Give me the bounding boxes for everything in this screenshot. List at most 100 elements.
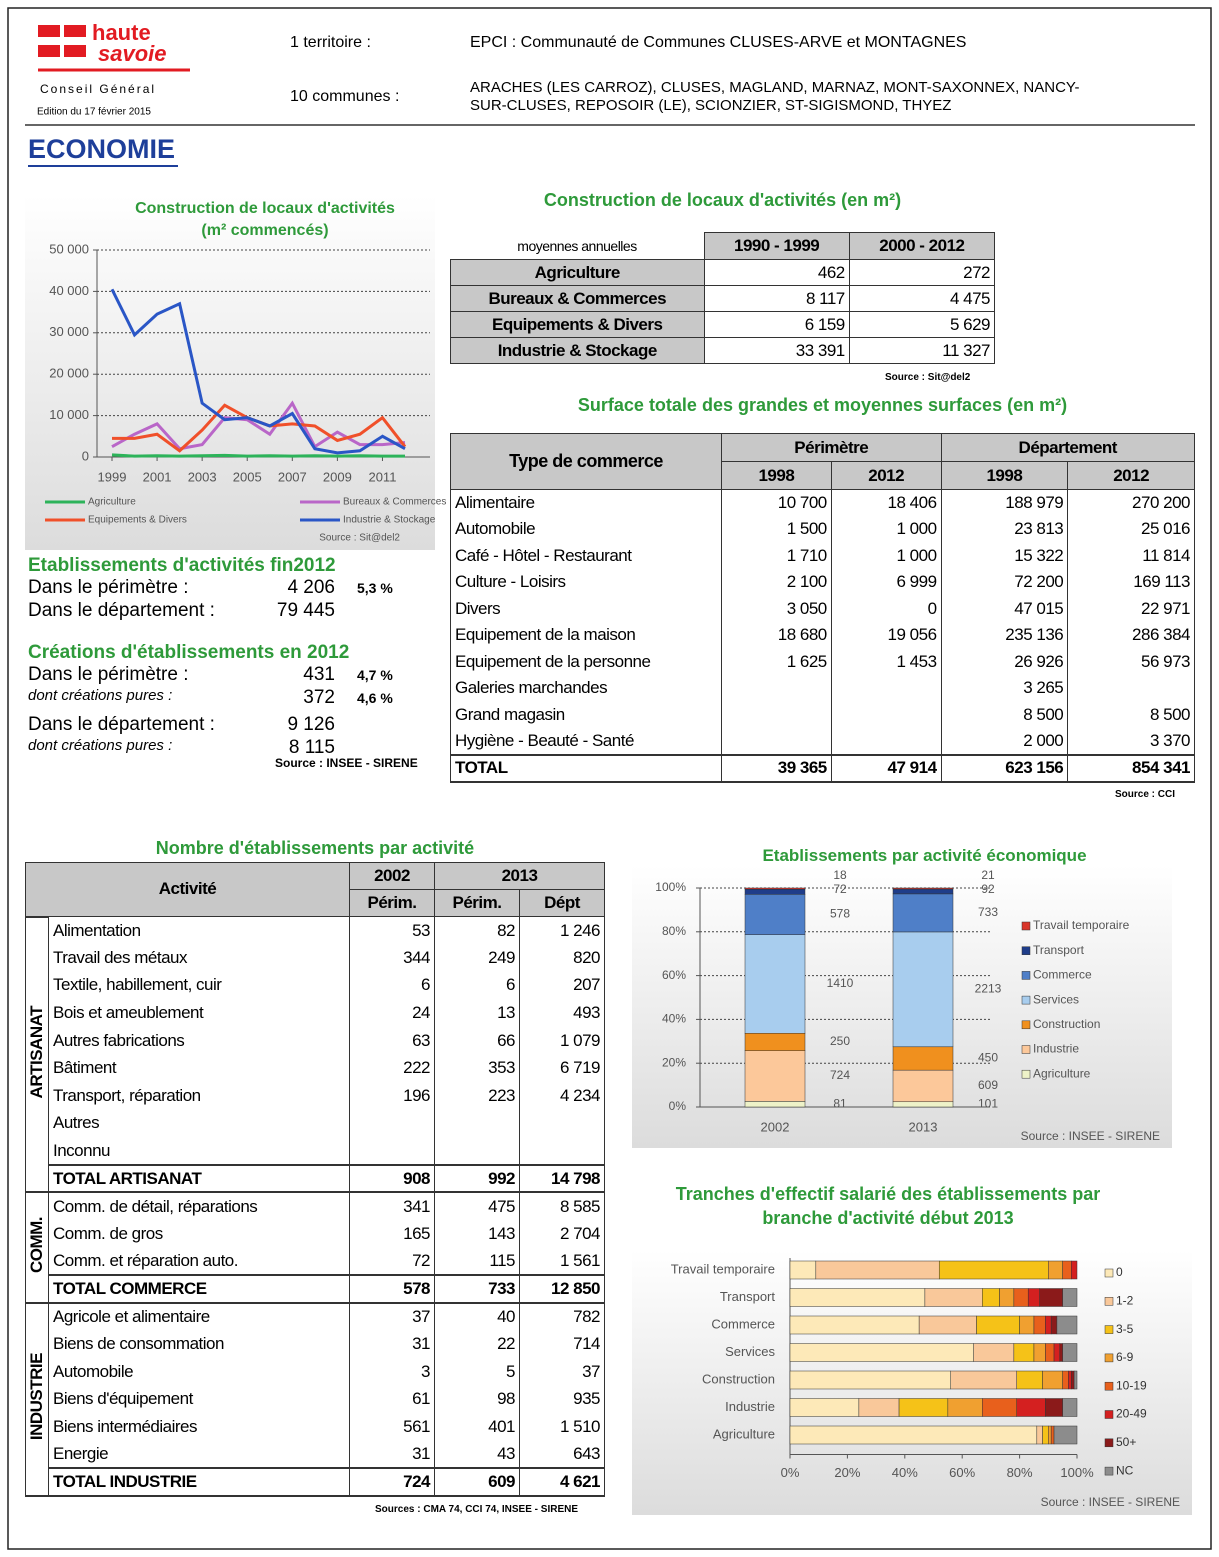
table-cell: 2000 - 2012 [848,232,996,260]
table-cell: TOTAL INDUSTRIE [48,1467,350,1497]
bar-segment [1071,1260,1078,1280]
table-cell: 733 [434,1274,520,1304]
table-cell: 1998 [940,461,1069,490]
table-cell: 475 [434,1192,520,1221]
table-row: Travail des métaux 344 249 820 [26,944,605,972]
table-row: Bureaux & Commerces 8 117 4 475 [450,285,996,312]
table-cell: 37 [349,1302,435,1331]
table-cell: 1 000 [830,542,942,569]
table-cell: 1998 [721,461,832,490]
y-tick-label: 40 000 [49,283,89,298]
bar-segment [744,889,806,895]
label: 1 territoire : [290,34,371,51]
bar-segment [950,1370,1017,1390]
table-title: Surface totale des grandes et moyennes s… [577,395,1068,415]
bar-segment [1062,1288,1078,1307]
value-label: 18 [833,868,847,882]
bar-segment [1013,1288,1029,1307]
bar-segment [892,931,954,1048]
logo-block [64,45,86,57]
table-cell: 5 [434,1358,520,1386]
legend-label: Services [1033,992,1079,1006]
table-cell: 15 322 [940,542,1069,569]
legend-swatch [1104,1325,1114,1334]
legend-label: Agriculture [1033,1066,1091,1080]
table-cell: Travail des métaux [48,944,350,972]
source: Source : Sit@del2 [319,533,400,544]
table-row: ARTISANAT Alimentation 53 82 1 246 [25,915,605,1194]
table-cell: 643 [519,1440,605,1469]
bar-segment [789,1425,1038,1445]
table-cell: 2002 [349,862,435,890]
table-cell: 1 625 [721,648,832,675]
x-tick-label: 2002 [761,1119,790,1134]
value-label: 1410 [827,976,854,990]
bar-segment [1062,1343,1078,1362]
table-cell: 169 113 [1067,569,1195,596]
source: Source : INSEE - SIRENE [1021,1129,1160,1143]
chart-bg [25,195,435,550]
x-tick-label: 2003 [188,469,217,484]
stat-value: 4 206 [287,577,335,598]
table-cell [830,701,942,728]
value-label: 72 [833,882,847,896]
y-tick-label: Commerce [711,1316,775,1331]
table-row: Bois et ameublement 24 13 493 [26,999,605,1027]
value-label: 21 [981,868,995,882]
x-tick-label: 2001 [143,469,172,484]
table-row: Bâtiment 222 353 6 719 [26,1054,605,1083]
logo-text: savoie [98,41,167,66]
stat-label: Dans le département : [28,600,215,621]
legend-swatch [1104,1268,1114,1278]
table-cell: Automobile [48,1358,350,1386]
table-cell: 14 798 [519,1163,605,1194]
logo-block [38,25,60,37]
table-row: Energie 31 43 643 [26,1440,605,1469]
table-cell [349,1109,435,1138]
table-cell: Transport, réparation [48,1082,350,1110]
bar-segment [789,1343,974,1362]
table-cell: Bâtiment [48,1054,350,1083]
legend-swatch [1104,1381,1114,1391]
block-title: Créations d'établissements en 2012 [28,642,350,663]
bar-segment [744,934,806,1034]
x-tick-label: 2011 [368,469,396,484]
legend-label: Transport [1033,943,1085,957]
table-cell: Comm. de détail, réparations [48,1192,350,1221]
bar-segment [1016,1398,1046,1417]
table-row: Comm. de gros 165 143 2 704 [26,1220,605,1248]
stat-label: Dans le département : [28,714,215,735]
stat-value: 8 115 [288,737,335,758]
table-cell: 143 [434,1220,520,1248]
table-cell: Industrie & Stockage [450,337,705,364]
table-cell: Département [940,433,1196,462]
x-tick-label: 2013 [909,1119,938,1134]
table-cell: 26 926 [940,648,1069,675]
table-row: Textile, habillement, cuir 6 6 207 [26,971,605,1000]
table-cell: 270 200 [1067,489,1195,516]
bar-segment [1053,1343,1061,1362]
table-cell: 72 200 [940,569,1069,596]
table-cell [830,675,942,702]
table-cell: 25 016 [1067,516,1195,543]
legend-swatch [1021,1069,1031,1079]
table-cell: Périm. [434,889,520,917]
legend-label: Construction [1033,1017,1100,1031]
table-cell: 222 [349,1054,435,1083]
territoire: EPCI : Communauté de Communes CLUSES-ARV… [470,34,966,51]
table-cell: Textile, habillement, cuir [48,971,350,1000]
x-tick-label: 80% [1007,1465,1033,1480]
legend-label: Agriculture [88,497,136,508]
table-cell: 3 050 [721,595,832,622]
bar-segment [1042,1370,1063,1390]
y-tick-label: 20% [662,1055,686,1069]
edition: Edition du 17 février 2015 [37,107,151,118]
table-row: Comm. et réparation auto. 72 115 1 561 [26,1247,605,1276]
group-cell: INDUSTRIE [25,1301,49,1497]
table-cell: 13 [434,999,520,1027]
x-tick-label: 1999 [98,469,127,484]
table-cell [721,701,832,728]
table-cell: 18 680 [721,622,832,649]
legend-swatch [1104,1297,1114,1306]
table-cell [349,1137,435,1165]
